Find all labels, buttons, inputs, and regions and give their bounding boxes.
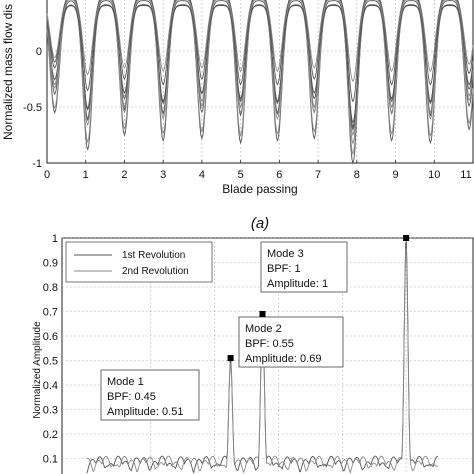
legend: 1st Revolution 2nd Revolution	[65, 241, 213, 283]
panel-b-ytick-label-3: 0.4	[43, 380, 58, 392]
peak-marker-mode-3	[403, 235, 410, 241]
panel-a-xtick-label-9: 9	[392, 169, 398, 181]
panel-b-ytick-label-1: 0.2	[43, 429, 58, 441]
annotation-mode-2-bpf: BPF: 0.55	[245, 338, 294, 350]
panel-a-xtick-label-8: 8	[354, 169, 360, 181]
panel-a-xtick-label-2: 2	[121, 169, 127, 181]
annotation-mode-3: Mode 3 BPF: 1 Amplitude: 1	[260, 241, 348, 293]
panel-b-ytick-label-4: 0.5	[43, 356, 58, 368]
panel-a-grid	[47, 0, 473, 163]
panel-a-trace-7	[46, 0, 474, 145]
panel-a-xtick-label-1: 1	[83, 169, 89, 181]
panel-a-y-label: Normalized mass flow dis	[1, 4, 15, 140]
panel-a-mass-flow: 0 1 2 3 4 5 6 7 8 9 10 11 -1 -0.5 0 Blade passing Nor…	[1, 0, 474, 232]
panel-b-y-label: Normalized Amplitude	[32, 321, 43, 419]
annotation-mode-1: Mode 1 BPF: 0.45 Amplitude: 0.51	[100, 369, 200, 421]
panel-a-x-label: Blade passing	[222, 182, 297, 196]
annotation-mode-1-amplitude: Amplitude: 0.51	[107, 406, 183, 418]
panel-a-xtick-label-7: 7	[315, 169, 321, 181]
annotation-mode-2: Mode 2 BPF: 0.55 Amplitude: 0.69	[238, 316, 344, 368]
annotation-mode-1-box	[100, 369, 200, 421]
legend-label-2nd-revolution: 2nd Revolution	[122, 266, 189, 277]
panel-a-xtick-label-6: 6	[276, 169, 282, 181]
panel-a-trace-3	[46, 4, 474, 156]
panel-a-xtick-label-3: 3	[160, 169, 166, 181]
peak-marker-mode-2	[259, 310, 266, 317]
panel-a-xtick-label-10: 10	[428, 169, 440, 181]
annotation-mode-3-bpf: BPF: 1	[267, 263, 301, 275]
annotation-mode-2-box	[238, 316, 344, 368]
panel-a-x-ticks: 0 1 2 3 4 5 6 7 8 9 10 11	[44, 160, 474, 181]
panel-b-y-ticks: 0.1 0.2 0.3 0.4 0.5 0.6 0.7 0.8 0.9 1	[43, 233, 58, 466]
panel-b-amplitude-spectrum: 0.1 0.2 0.3 0.4 0.5 0.6 0.7 0.8 0.9 1 Normalized …	[32, 233, 474, 474]
panel-a-xtick-label-4: 4	[199, 169, 205, 181]
panel-b-ytick-label-9: 1	[52, 233, 58, 245]
panel-a-ytick-label-0: -1	[32, 158, 42, 170]
annotation-mode-2-amplitude: Amplitude: 0.69	[245, 353, 321, 365]
panel-a-trace-4	[46, 5, 474, 124]
panel-a-caption: (a)	[251, 215, 269, 232]
panel-a-series-group	[46, 0, 474, 165]
panel-a-xtick-label-5: 5	[238, 169, 244, 181]
peak-marker-mode-1	[227, 355, 234, 362]
panel-a-trace-0	[46, 0, 474, 165]
panel-a-trace-8	[46, 4, 474, 128]
annotation-mode-2-title: Mode 2	[245, 323, 282, 335]
panel-b-ytick-label-0: 0.1	[43, 454, 58, 466]
panel-a-ytick-label-1: -0.5	[23, 102, 42, 114]
panel-a-ytick-label-2: 0	[36, 46, 42, 58]
annotation-mode-3-box	[260, 241, 348, 293]
annotation-mode-3-amplitude: Amplitude: 1	[267, 278, 328, 290]
panel-a-trace-1	[46, 0, 474, 137]
panel-a-y-ticks: -1 -0.5 0	[23, 46, 42, 170]
annotation-mode-3-title: Mode 3	[267, 248, 304, 260]
annotation-mode-1-bpf: BPF: 0.45	[107, 391, 156, 403]
legend-box	[65, 241, 213, 283]
annotation-mode-1-title: Mode 1	[107, 376, 144, 388]
panel-b-ytick-label-5: 0.6	[43, 331, 58, 343]
panel-b-ytick-label-6: 0.7	[43, 307, 58, 319]
panel-b-ytick-label-2: 0.3	[43, 405, 58, 417]
panel-a-frame	[46, 0, 474, 164]
legend-label-1st-revolution: 1st Revolution	[122, 250, 185, 261]
panel-a-trace-5	[46, 0, 474, 83]
panel-a-trace-6	[46, 0, 474, 131]
panel-a-xtick-label-0: 0	[44, 169, 50, 181]
panel-b-ytick-label-8: 0.9	[43, 258, 58, 270]
panel-a-xtick-label-11: 11	[460, 169, 471, 181]
panel-b-ytick-label-7: 0.8	[43, 282, 58, 294]
panel-b-peak-markers	[227, 235, 410, 362]
